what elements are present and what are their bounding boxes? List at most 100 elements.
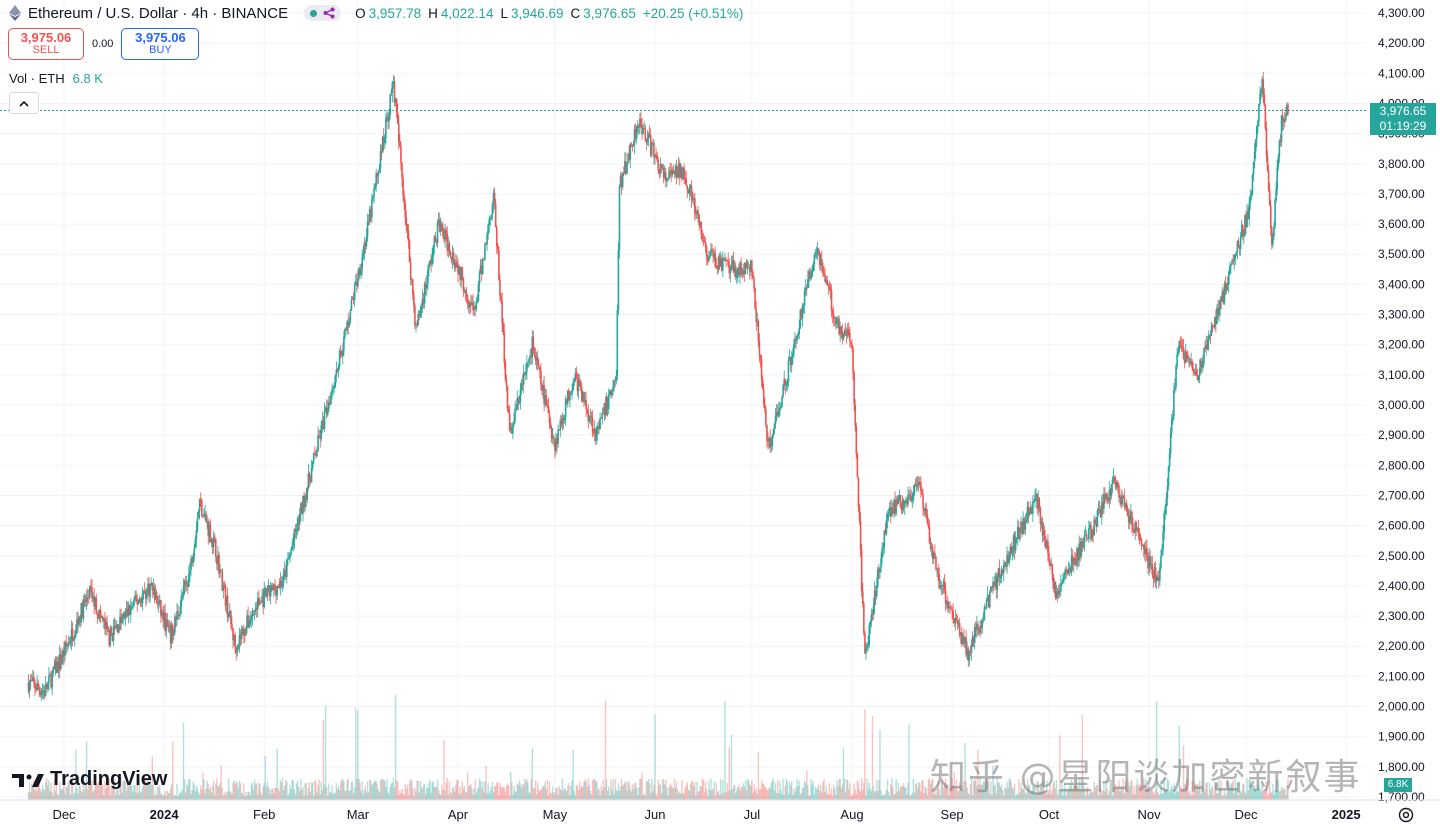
volume-bar: [183, 779, 186, 800]
candle-body: [493, 192, 496, 204]
candle-body: [240, 631, 243, 640]
candle-body: [380, 151, 383, 153]
volume-bar: [1201, 785, 1203, 800]
candle-body: [57, 661, 60, 670]
volume-bar: [744, 780, 747, 800]
candle-body: [469, 302, 471, 308]
volume-bar: [605, 779, 608, 800]
volume-bar: [470, 783, 472, 800]
candle-body: [654, 154, 656, 158]
candle-body: [1230, 263, 1232, 267]
candle-body: [334, 375, 337, 388]
candle-body: [681, 167, 683, 179]
x-tick-label: Mar: [347, 807, 370, 822]
volume-bar: [222, 795, 225, 800]
candle-body: [377, 171, 380, 177]
volume-bar: [838, 779, 840, 800]
candle-body: [683, 167, 685, 178]
y-tick-label: 2,300.00: [1378, 609, 1425, 623]
volume-bar: [1125, 779, 1128, 800]
candle-body: [420, 305, 423, 311]
candle-body: [594, 428, 597, 441]
candle-body: [192, 556, 194, 564]
candle-body: [666, 179, 668, 181]
candle-body: [893, 500, 895, 514]
y-tick-label: 2,900.00: [1378, 428, 1425, 442]
tradingview-logo[interactable]: TradingView: [12, 768, 167, 791]
candle-body: [514, 408, 516, 422]
candle-body: [1161, 549, 1163, 556]
volume-bar: [488, 793, 490, 800]
candle-body: [579, 385, 582, 388]
volume-bar: [827, 794, 830, 800]
y-tick-label: 2,100.00: [1378, 669, 1425, 683]
volume-bar: [416, 780, 418, 800]
volume-bar: [651, 778, 653, 800]
volume-bar: [801, 787, 804, 800]
candle-body: [393, 81, 396, 103]
candle-body: [1095, 523, 1098, 527]
volume-bar: [1149, 790, 1151, 800]
candle-body: [954, 617, 957, 624]
candle-body: [352, 298, 355, 301]
candle-body: [557, 429, 559, 444]
candle-body: [70, 628, 73, 642]
volume-bar: [752, 792, 754, 800]
candle-body: [477, 283, 480, 301]
candle-body: [471, 302, 473, 305]
candle-body: [720, 258, 723, 271]
volume-bar: [47, 785, 49, 800]
sell-button[interactable]: 3,975.06 SELL: [8, 28, 84, 60]
volume-bar: [1016, 794, 1018, 800]
candle-body: [1069, 568, 1072, 573]
volume-bar: [821, 792, 823, 800]
candle-body: [741, 268, 743, 275]
volume-bar: [154, 790, 157, 800]
settings-icon[interactable]: [1397, 806, 1415, 824]
candle-body: [37, 683, 39, 688]
market-status[interactable]: [304, 5, 342, 21]
volume-bar: [795, 787, 797, 800]
candle-body: [155, 592, 158, 602]
candle-body: [300, 503, 302, 514]
buy-button[interactable]: 3,975.06 BUY: [121, 28, 200, 60]
symbol-title[interactable]: Ethereum / U.S. Dollar · 4h · BINANCE: [28, 4, 289, 22]
candle-body: [694, 198, 696, 214]
volume-bar: [244, 795, 246, 800]
candle-body: [580, 387, 583, 401]
volume-bar: [572, 749, 574, 800]
volume-bar: [1267, 794, 1270, 800]
volume-bar: [855, 794, 858, 800]
volume-bar: [457, 780, 459, 800]
candle-body: [593, 428, 596, 433]
candle-body: [630, 144, 633, 146]
candle-body: [147, 583, 149, 590]
volume-bar: [1191, 780, 1193, 800]
volume-bar: [433, 786, 436, 800]
volume-legend[interactable]: Vol · ETH 6.8 K: [9, 71, 103, 86]
volume-bar: [978, 784, 980, 800]
volume-bar: [306, 795, 308, 800]
candle-body: [35, 688, 37, 691]
volume-bar: [1190, 795, 1192, 800]
volume-bar: [1095, 784, 1098, 800]
volume-bar: [705, 789, 708, 800]
candle-body: [248, 624, 250, 628]
candle-body: [979, 626, 981, 633]
candle-body: [544, 395, 546, 405]
volume-value: 6.8 K: [72, 71, 103, 86]
volume-bar: [1275, 779, 1277, 800]
volume-bar: [728, 747, 730, 800]
candle-body: [277, 585, 280, 588]
candle-body: [613, 380, 615, 387]
candle-body: [765, 408, 767, 425]
candle-body: [1166, 486, 1169, 499]
volume-bar: [1202, 786, 1204, 800]
y-tick-label: 4,100.00: [1378, 66, 1425, 80]
candle-body: [988, 592, 991, 608]
x-tick-label: Oct: [1039, 807, 1060, 822]
volume-bar: [421, 788, 424, 800]
collapse-legend-button[interactable]: [9, 92, 39, 114]
candle-body: [302, 495, 304, 514]
